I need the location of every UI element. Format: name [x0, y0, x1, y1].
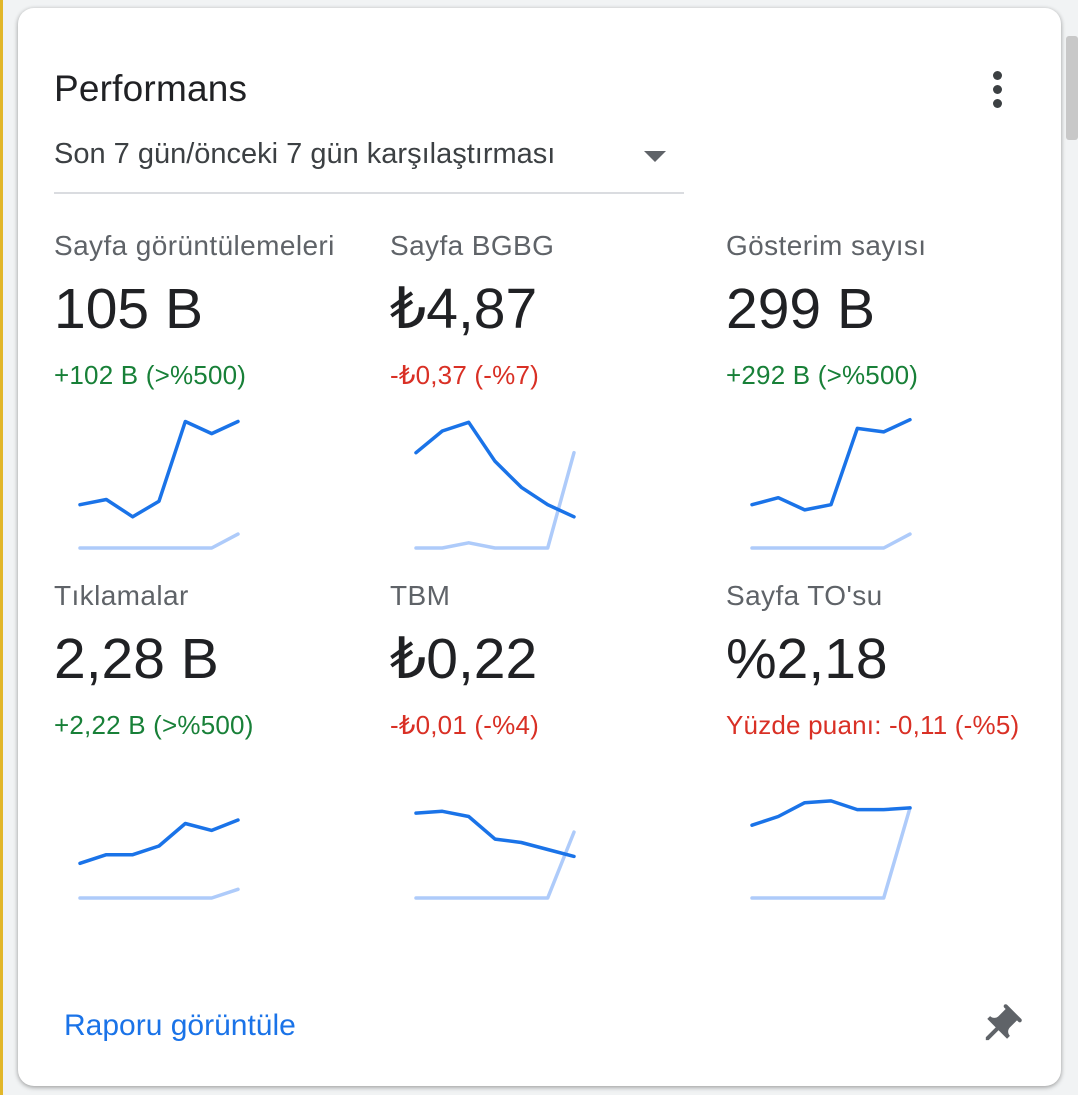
card-title: Performans [54, 68, 248, 109]
metric-change: +2,22 B (>%500) [54, 710, 254, 740]
metric-label: Gösterim sayısı [726, 230, 927, 261]
metric-value: 299 B [726, 277, 875, 341]
metric-value: ₺0,22 [390, 627, 538, 691]
metric-change: +292 B (>%500) [726, 360, 919, 390]
current-period-line [414, 420, 576, 519]
metric-change: -₺0,37 (-%7) [390, 360, 539, 390]
metric-label: Sayfa TO'su [726, 580, 883, 611]
current-period-line [750, 417, 912, 512]
performance-card: Performans Son 7 gün/önceki 7 gün karşıl… [18, 8, 1061, 1086]
metric-tile[interactable]: Sayfa BGBG ₺4,87 -₺0,37 (-%7) [390, 230, 690, 560]
previous-period-line [750, 532, 912, 550]
previous-period-line [414, 830, 576, 900]
sparkline-chart [78, 818, 240, 900]
sparkline-chart [414, 420, 576, 550]
current-period-line [78, 818, 240, 866]
metric-tile[interactable]: Tıklamalar 2,28 B +2,22 B (>%500) [54, 580, 354, 910]
metric-change: -₺0,01 (-%4) [390, 710, 539, 740]
metric-value: ₺4,87 [390, 277, 538, 341]
previous-period-line [78, 532, 240, 550]
previous-period-line [750, 806, 912, 900]
metric-change: Yüzde puanı: -0,11 (-%5) [726, 710, 1020, 740]
more-vertical-icon[interactable] [980, 68, 1016, 112]
period-dropdown-value: Son 7 gün/önceki 7 gün karşılaştırması [54, 138, 556, 170]
scrollbar-thumb[interactable] [1066, 36, 1078, 140]
pin-icon[interactable] [976, 1002, 1024, 1050]
sparkline-chart [750, 799, 912, 900]
dropdown-arrow-icon [644, 151, 666, 162]
metric-tile[interactable]: Sayfa görüntülemeleri 105 B +102 B (>%50… [54, 230, 354, 560]
metric-value: 2,28 B [54, 627, 219, 691]
metric-tile[interactable]: TBM ₺0,22 -₺0,01 (-%4) [390, 580, 690, 910]
previous-period-line [78, 887, 240, 900]
current-period-line [78, 419, 240, 519]
metric-value: 105 B [54, 277, 203, 341]
metric-change: +102 B (>%500) [54, 360, 247, 390]
metric-label: Sayfa BGBG [390, 230, 555, 261]
previous-period-line [414, 450, 576, 550]
metric-label: Tıklamalar [54, 580, 189, 611]
metric-tile[interactable]: Gösterim sayısı 299 B +292 B (>%500) [726, 230, 1026, 560]
metric-label: Sayfa görüntülemeleri [54, 230, 335, 261]
metric-value: %2,18 [726, 627, 888, 691]
accent-edge [0, 0, 3, 1095]
sparkline-chart [78, 419, 240, 550]
current-period-line [750, 799, 912, 827]
sparkline-chart [414, 809, 576, 900]
sparkline-chart [750, 417, 912, 550]
metric-tile[interactable]: Sayfa TO'su %2,18 Yüzde puanı: -0,11 (-%… [726, 580, 1026, 910]
metric-label: TBM [390, 580, 451, 611]
view-report-link[interactable]: Raporu görüntüle [64, 1009, 296, 1042]
current-period-line [414, 809, 576, 859]
period-dropdown[interactable]: Son 7 gün/önceki 7 gün karşılaştırması [54, 134, 684, 194]
